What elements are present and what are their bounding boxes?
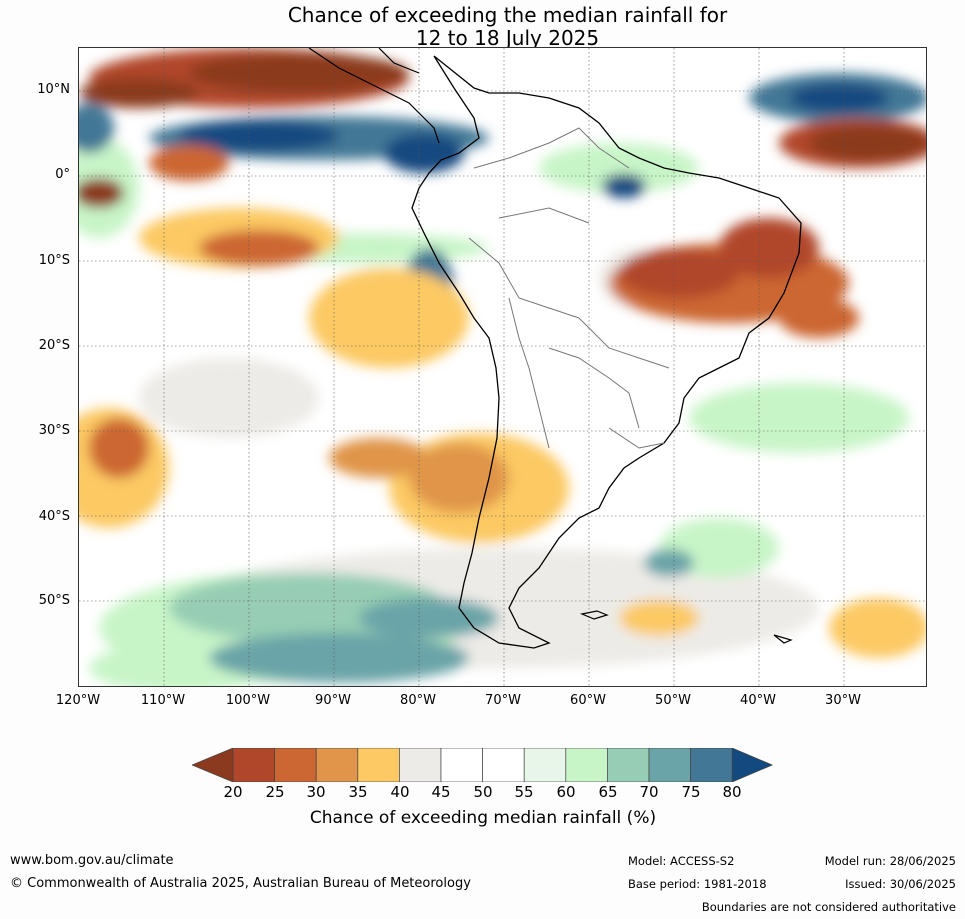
colorbar-tick-45: 45 xyxy=(431,783,451,801)
colorbar-tick-35: 35 xyxy=(348,783,368,801)
colorbar-segment xyxy=(690,748,733,782)
colorbar-segment xyxy=(315,748,359,782)
issued-date: Issued: 30/06/2025 xyxy=(845,877,956,891)
colorbar-segment xyxy=(399,748,442,782)
rainfall-anomaly-field xyxy=(79,48,926,686)
colorbar-segment xyxy=(565,748,608,782)
lon-label-100w: 100°W xyxy=(225,693,271,708)
colorbar-segment xyxy=(232,748,275,782)
lat-label-10s: 10°S xyxy=(38,253,70,268)
lon-label-110w: 110°W xyxy=(140,693,186,708)
falklands-islands xyxy=(579,610,609,620)
lon-label-80w: 80°W xyxy=(400,693,436,708)
model-name: Model: ACCESS-S2 xyxy=(628,854,735,868)
colorbar-tick-40: 40 xyxy=(390,783,410,801)
colorbar-segment xyxy=(357,748,400,782)
lon-label-120w: 120°W xyxy=(55,693,101,708)
colorbar-extension-low xyxy=(192,748,234,782)
lat-label-10n: 10°N xyxy=(37,82,70,97)
lon-label-70w: 70°W xyxy=(485,693,521,708)
colorbar-segment xyxy=(440,748,483,782)
colorbar-tick-55: 55 xyxy=(514,783,534,801)
south-georgia-island xyxy=(773,634,793,644)
lat-label-0: 0° xyxy=(55,167,70,182)
map-title: Chance of exceeding the median rainfall … xyxy=(0,4,965,50)
colorbar-segment xyxy=(523,748,567,782)
boundaries-disclaimer: Boundaries are not considered authoritat… xyxy=(701,900,956,914)
colorbar-tick-75: 75 xyxy=(681,783,701,801)
colorbar-tick-65: 65 xyxy=(598,783,618,801)
colorbar-segment xyxy=(648,748,691,782)
country-borders xyxy=(468,127,670,449)
colorbar-segment xyxy=(482,748,525,782)
south-america-coastline xyxy=(411,55,802,649)
colorbar-tick-50: 50 xyxy=(473,783,493,801)
lon-label-40w: 40°W xyxy=(740,693,776,708)
colorbar-tick-80: 80 xyxy=(722,783,742,801)
rainfall-map-canvas xyxy=(79,48,926,686)
lon-label-90w: 90°W xyxy=(315,693,351,708)
lat-label-30s: 30°S xyxy=(38,423,70,438)
lon-label-60w: 60°W xyxy=(570,693,606,708)
rainfall-map[interactable] xyxy=(78,47,927,687)
colorbar-tick-70: 70 xyxy=(639,783,659,801)
colorbar xyxy=(192,748,774,782)
colorbar-tick-60: 60 xyxy=(556,783,576,801)
lon-label-30w: 30°W xyxy=(825,693,861,708)
colorbar-segment xyxy=(274,748,317,782)
map-title-line1: Chance of exceeding the median rainfall … xyxy=(287,3,728,27)
colorbar-segment xyxy=(607,748,650,782)
lon-label-50w: 50°W xyxy=(655,693,691,708)
model-run-date: Model run: 28/06/2025 xyxy=(824,854,956,868)
lat-label-20s: 20°S xyxy=(38,338,70,353)
colorbar-extension-high xyxy=(731,748,774,782)
colorbar-tick-25: 25 xyxy=(265,783,285,801)
copyright-text: © Commonwealth of Australia 2025, Austra… xyxy=(10,876,471,891)
map-title-line2: 12 to 18 July 2025 xyxy=(415,26,600,50)
base-period: Base period: 1981-2018 xyxy=(628,877,767,891)
lat-label-50s: 50°S xyxy=(38,593,70,608)
colorbar-segments xyxy=(192,748,774,782)
website-link[interactable]: www.bom.gov.au/climate xyxy=(10,853,174,868)
map-graticule xyxy=(79,48,926,686)
central-america-coastline xyxy=(308,48,440,144)
colorbar-tick-20: 20 xyxy=(223,783,243,801)
colorbar-label: Chance of exceeding median rainfall (%) xyxy=(309,808,657,828)
lat-label-40s: 40°S xyxy=(38,509,70,524)
colorbar-tick-30: 30 xyxy=(306,783,326,801)
